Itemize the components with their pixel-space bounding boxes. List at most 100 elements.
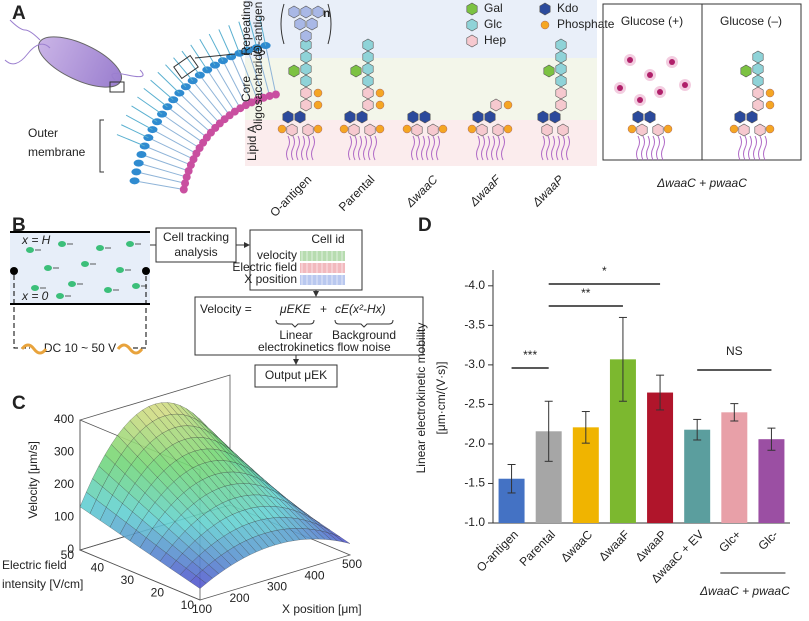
sugar <box>466 34 478 48</box>
panel-label: C <box>12 393 26 414</box>
y-tick-label: -4.0 <box>464 278 485 292</box>
x-tick-label: 100 <box>192 602 212 616</box>
lipid-tail <box>138 162 187 178</box>
x-tick-label: ΔwaaF <box>596 527 632 563</box>
sugar <box>740 64 752 78</box>
outer-head <box>136 150 147 158</box>
strain-label: ΔwaaP <box>529 172 567 210</box>
inner-head <box>265 91 274 100</box>
sugar <box>300 5 312 19</box>
lps-chain <box>157 71 180 94</box>
lps-chain <box>125 114 153 131</box>
lipid-tail <box>353 135 357 161</box>
lipid-tail <box>476 135 480 161</box>
cell <box>58 241 66 247</box>
e-tick-label: 10 <box>181 598 195 612</box>
y-tick-label: -3.0 <box>464 357 485 371</box>
sugar <box>288 64 300 78</box>
lipid-tail <box>753 135 757 161</box>
x-tick-label: ΔwaaP <box>633 527 670 564</box>
lipid-tail <box>286 135 290 161</box>
cell <box>116 267 124 273</box>
group-label: ΔwaaC + pwaaC <box>699 584 790 598</box>
sugar <box>632 110 644 124</box>
lipid-tail <box>541 135 545 161</box>
sugar <box>362 62 374 76</box>
strain-label: ΔwaaC <box>402 172 440 210</box>
lipid-tail <box>172 99 212 133</box>
lipid-tail <box>431 135 435 161</box>
sugar <box>356 110 368 124</box>
inner-head <box>253 95 262 104</box>
cell <box>31 285 39 291</box>
region-label: Repeating <box>239 1 253 56</box>
sugar <box>300 62 312 76</box>
bacterium <box>38 36 122 88</box>
tracking-label: Cell tracking <box>163 230 229 244</box>
sugar <box>466 18 478 32</box>
phosphate <box>663 124 673 134</box>
glucose-label: Glucose (–) <box>720 14 782 28</box>
lipid-tail <box>311 135 315 161</box>
lps-chain <box>181 50 201 76</box>
y-tick-label: -1.0 <box>464 515 485 529</box>
eq-note: electrokinetics <box>258 340 334 354</box>
lipid-tail <box>206 69 236 112</box>
sugar <box>411 123 423 137</box>
legend-label: Glc <box>484 17 502 31</box>
eq-note: Linear <box>279 328 312 342</box>
lipid-tail <box>656 135 660 161</box>
eq-plus: + <box>320 302 327 316</box>
lps-chain <box>137 96 163 115</box>
sugar <box>348 123 360 137</box>
phosphate <box>313 100 323 110</box>
x-0: x = 0 <box>21 289 49 303</box>
panel-label: B <box>12 215 26 236</box>
glucose <box>647 72 653 78</box>
glucose <box>627 57 633 63</box>
strain-label: Parental <box>336 172 378 214</box>
lipid-tail <box>416 135 420 161</box>
e-label: intensity [V/cm] <box>2 577 83 591</box>
sugar <box>362 50 374 64</box>
cell <box>26 247 34 253</box>
lipid-tail <box>156 121 200 149</box>
lipid-tail <box>661 135 665 161</box>
eq-term: cE(x²-Hx) <box>335 302 386 316</box>
complement-label: ΔwaaC + pwaaC <box>656 176 747 190</box>
lipid-tail <box>743 135 747 161</box>
lipid-tail <box>368 135 372 161</box>
lipid-tail <box>758 135 762 161</box>
sugar <box>490 98 502 112</box>
sugar <box>286 123 298 137</box>
lipid-tail <box>296 135 300 161</box>
zoom-box <box>109 81 125 93</box>
lipid-tail <box>230 56 253 103</box>
y-tick-label: -3.5 <box>464 318 485 332</box>
cell <box>104 287 112 293</box>
lipid-tail <box>222 60 247 106</box>
lipid-tail <box>265 45 277 95</box>
sugar <box>557 123 569 137</box>
sugar <box>754 123 766 137</box>
x-label: X position [μm] <box>282 602 362 616</box>
x-h: x = H <box>21 233 51 247</box>
e-tick-label: 30 <box>121 573 135 587</box>
legend-label: Gal <box>484 1 503 15</box>
x-tick-label: O-antigen <box>474 527 521 574</box>
y-tick-label: -2.5 <box>464 397 485 411</box>
lipid-tail <box>641 135 645 161</box>
sugar <box>362 74 374 88</box>
sugar <box>555 98 567 112</box>
x-tick-label: 500 <box>342 557 362 571</box>
e-tick-label: 20 <box>151 586 165 600</box>
sig-label: NS <box>726 344 743 358</box>
row-stripe <box>300 263 345 273</box>
sugar <box>752 74 764 88</box>
sugar <box>350 64 362 78</box>
lps-chain <box>131 105 158 123</box>
phosphate <box>503 100 513 110</box>
lipid-tail <box>152 129 197 154</box>
glucose <box>617 85 623 91</box>
